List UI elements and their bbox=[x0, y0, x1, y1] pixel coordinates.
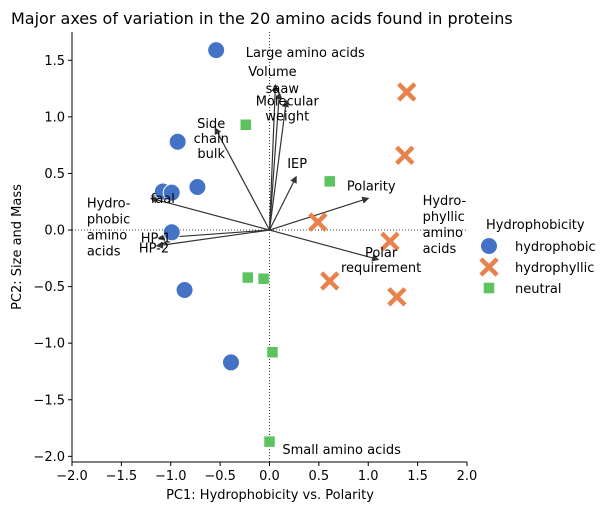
hydrophyllic-point bbox=[387, 287, 407, 307]
x-tick-label: −2.0 bbox=[56, 469, 88, 484]
loading-arrow bbox=[269, 196, 370, 231]
y-tick-label: 0.0 bbox=[44, 224, 65, 239]
neutral-point bbox=[266, 346, 279, 358]
hydrophobic-point bbox=[168, 132, 187, 151]
x-tick-label: 0.5 bbox=[309, 469, 330, 484]
annotation-text: Hydro-phobic amino acids bbox=[87, 196, 131, 259]
hydrophobic-point bbox=[162, 223, 181, 242]
legend-title: Hydrophobicity bbox=[486, 218, 585, 233]
neutral-point bbox=[323, 175, 336, 188]
neutral-point bbox=[240, 119, 252, 131]
loading-arrow bbox=[268, 175, 297, 231]
x-tick-label: −0.5 bbox=[204, 469, 236, 484]
loading-label: Side chain bulk bbox=[194, 117, 229, 162]
hydrophobic-point bbox=[207, 41, 226, 60]
loading-arrow bbox=[268, 91, 283, 231]
loading-label: Molecular weight bbox=[256, 95, 320, 125]
hydrophyllic-point bbox=[308, 212, 328, 232]
hydrophobic-point bbox=[221, 353, 240, 372]
loading-arrow bbox=[269, 229, 380, 262]
hydrophobic-point bbox=[175, 281, 194, 299]
x-tick-label: −1.5 bbox=[106, 469, 138, 484]
y-tick-label: 0.5 bbox=[44, 167, 65, 182]
hydrophyllic-point bbox=[397, 82, 417, 102]
y-tick-label: −1.0 bbox=[33, 337, 65, 352]
y-tick-label: 1.0 bbox=[44, 110, 65, 125]
y-tick-label: −1.5 bbox=[33, 393, 65, 408]
x-tick-label: −1.0 bbox=[155, 469, 187, 484]
loading-arrow bbox=[268, 99, 290, 231]
legend-marker-neutral bbox=[483, 282, 495, 294]
loading-arrow bbox=[214, 127, 271, 231]
hydrophobic-point bbox=[188, 178, 207, 197]
y-tick-label: −2.0 bbox=[33, 450, 65, 465]
loading-label: HP-1 bbox=[141, 231, 171, 246]
loading-label: saaw bbox=[266, 82, 300, 97]
y-tick-label: −0.5 bbox=[33, 280, 65, 295]
legend-marker-hydrophyllic bbox=[479, 257, 499, 277]
x-tick-label: 1.0 bbox=[358, 469, 379, 484]
legend-label-neutral: neutral bbox=[515, 282, 562, 297]
loading-label: Volume bbox=[248, 65, 296, 80]
x-tick-label: 2.0 bbox=[457, 469, 478, 484]
hydrophobic-point bbox=[162, 183, 181, 202]
legend-label-hydrophobic: hydrophobic bbox=[515, 240, 596, 255]
annotation-text: Small amino acids bbox=[282, 443, 401, 458]
y-axis-label: PC2: Size and Mass bbox=[10, 184, 25, 310]
neutral-point bbox=[263, 435, 276, 448]
y-tick-label: 1.5 bbox=[44, 54, 65, 69]
legend: Hydrophobicity hydrophobic hydrophyllic ne… bbox=[479, 218, 596, 297]
x-tick-label: 1.5 bbox=[407, 469, 428, 484]
loading-arrow bbox=[149, 196, 270, 231]
neutral-point bbox=[257, 272, 270, 285]
loading-label: HP-2 bbox=[139, 242, 169, 257]
chart-title: Major axes of variation in the 20 amino … bbox=[11, 9, 513, 28]
loading-label: Polarity bbox=[347, 179, 396, 194]
loading-arrow bbox=[155, 229, 270, 249]
annotation-text: Large amino acids bbox=[246, 46, 365, 61]
loading-arrow bbox=[268, 83, 279, 231]
legend-label-hydrophyllic: hydrophyllic bbox=[515, 261, 594, 276]
y-axis-ticks: −2.0 −1.5 −1.0 −0.5 0.0 0.5 1.0 1.5 bbox=[33, 54, 72, 465]
x-axis-label: PC1: Hydrophobicity vs. Polarity bbox=[166, 488, 374, 503]
legend-marker-hydrophobic bbox=[480, 237, 498, 255]
neutral-point bbox=[242, 271, 254, 284]
hydrophyllic-point bbox=[380, 231, 400, 252]
loading-label: faal bbox=[151, 192, 175, 207]
x-axis-ticks: −2.0 −1.5 −1.0 −0.5 0.0 0.5 1.0 1.5 2.0 bbox=[56, 462, 477, 484]
loading-label: Polar requirement bbox=[341, 246, 421, 276]
loading-label: IEP bbox=[287, 157, 307, 172]
hydrophyllic-point bbox=[395, 145, 415, 166]
x-tick-label: 0.0 bbox=[259, 469, 280, 484]
hydrophyllic-point bbox=[320, 271, 340, 291]
annotation-text: Hydro-phyllic amino acids bbox=[423, 194, 467, 257]
